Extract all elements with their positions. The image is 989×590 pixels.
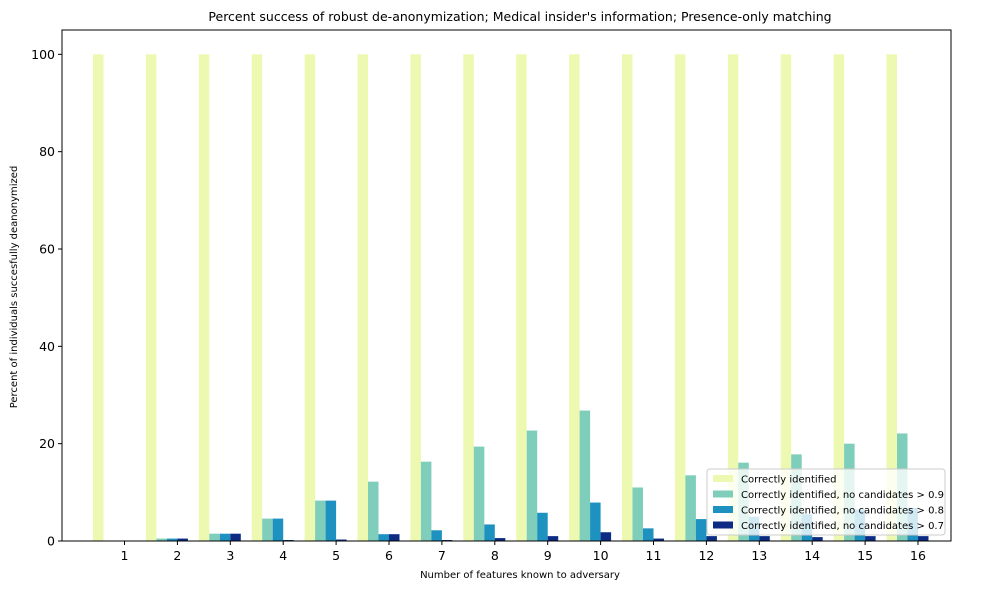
x-tick-label: 6 <box>385 548 393 563</box>
bar <box>590 502 601 541</box>
bar <box>304 54 316 541</box>
x-tick-label: 4 <box>279 548 287 563</box>
bar <box>886 54 897 541</box>
x-tick-label: 10 <box>593 548 609 563</box>
bar <box>865 536 876 541</box>
x-tick-label: 14 <box>804 548 820 563</box>
legend-swatch <box>713 521 733 529</box>
bar <box>272 518 284 541</box>
legend-swatch <box>713 506 733 513</box>
x-tick-label: 5 <box>332 548 340 563</box>
bar <box>569 54 580 541</box>
bar <box>547 536 559 541</box>
bar <box>230 533 241 541</box>
bar <box>145 54 157 541</box>
bar <box>251 54 263 541</box>
legend-entry: Correctly identified, no candidates > 0.… <box>741 490 944 501</box>
y-tick-label: 0 <box>47 534 55 549</box>
bar <box>643 528 654 541</box>
bar <box>431 530 442 541</box>
y-axis: 0 20 40 60 80 100 <box>31 47 62 549</box>
x-tick-label: 11 <box>646 548 662 563</box>
bar <box>833 54 845 541</box>
x-axis-label: Number of features known to adversary <box>420 570 620 581</box>
legend-entry: Correctly identified, no candidates > 0.… <box>741 506 944 517</box>
bar <box>357 54 368 541</box>
legend-entry: Correctly identified, no candidates > 0.… <box>741 521 944 532</box>
y-axis-label: Percent of individuals succesfully deano… <box>9 166 20 409</box>
x-tick-label: 2 <box>173 548 181 563</box>
bar <box>389 534 400 541</box>
bar <box>198 54 210 541</box>
x-axis: 1 2 3 4 5 6 7 8 9 10 11 12 13 14 15 16 <box>121 541 926 563</box>
bar <box>219 533 231 541</box>
bar <box>473 446 485 541</box>
x-tick-label: 1 <box>121 548 129 563</box>
bar <box>484 524 495 541</box>
bar <box>600 532 612 541</box>
y-tick-label: 100 <box>31 47 55 62</box>
bar <box>695 519 707 541</box>
legend-swatch <box>713 490 733 498</box>
bar <box>463 54 474 541</box>
bar <box>336 539 347 541</box>
chart-title: Percent success of robust de-anonymizati… <box>208 9 831 24</box>
bar <box>537 512 548 541</box>
legend-entry: Correctly identified <box>741 475 837 486</box>
bar <box>494 538 506 541</box>
plot-area <box>93 54 929 541</box>
x-tick-label: 7 <box>438 548 446 563</box>
bar <box>209 533 220 541</box>
bar <box>166 538 178 541</box>
x-tick-label: 12 <box>698 548 714 563</box>
bar <box>674 54 686 541</box>
bar <box>93 54 104 541</box>
bar <box>325 500 337 541</box>
bar <box>579 410 591 541</box>
legend-swatch <box>713 475 733 482</box>
bar <box>420 461 432 541</box>
bar <box>759 536 770 541</box>
bar <box>812 537 823 541</box>
bar <box>526 430 538 541</box>
plot-frame <box>61 29 952 542</box>
bar <box>177 538 188 541</box>
bar <box>410 54 421 541</box>
bar <box>622 54 633 541</box>
x-tick-label: 3 <box>226 548 234 563</box>
y-tick-label: 60 <box>39 242 55 257</box>
bar <box>632 487 643 541</box>
bar <box>653 538 664 541</box>
x-tick-label: 9 <box>544 548 552 563</box>
x-tick-label: 16 <box>910 548 926 563</box>
bar <box>918 536 929 541</box>
bar <box>780 54 792 541</box>
bar <box>727 54 739 541</box>
x-tick-label: 13 <box>751 548 767 563</box>
bar <box>706 536 717 541</box>
y-tick-label: 20 <box>39 436 55 451</box>
bar <box>156 538 167 541</box>
bar <box>685 475 696 541</box>
bar <box>262 518 273 541</box>
x-tick-label: 15 <box>857 548 873 563</box>
bar <box>516 54 527 541</box>
y-tick-label: 40 <box>39 339 55 354</box>
x-tick-label: 8 <box>491 548 499 563</box>
legend-box <box>706 468 946 536</box>
bar <box>315 500 326 541</box>
y-tick-label: 80 <box>39 144 55 159</box>
legend: Correctly identified Correctly identified… <box>706 468 946 536</box>
bar <box>368 481 379 541</box>
bar <box>378 534 389 541</box>
